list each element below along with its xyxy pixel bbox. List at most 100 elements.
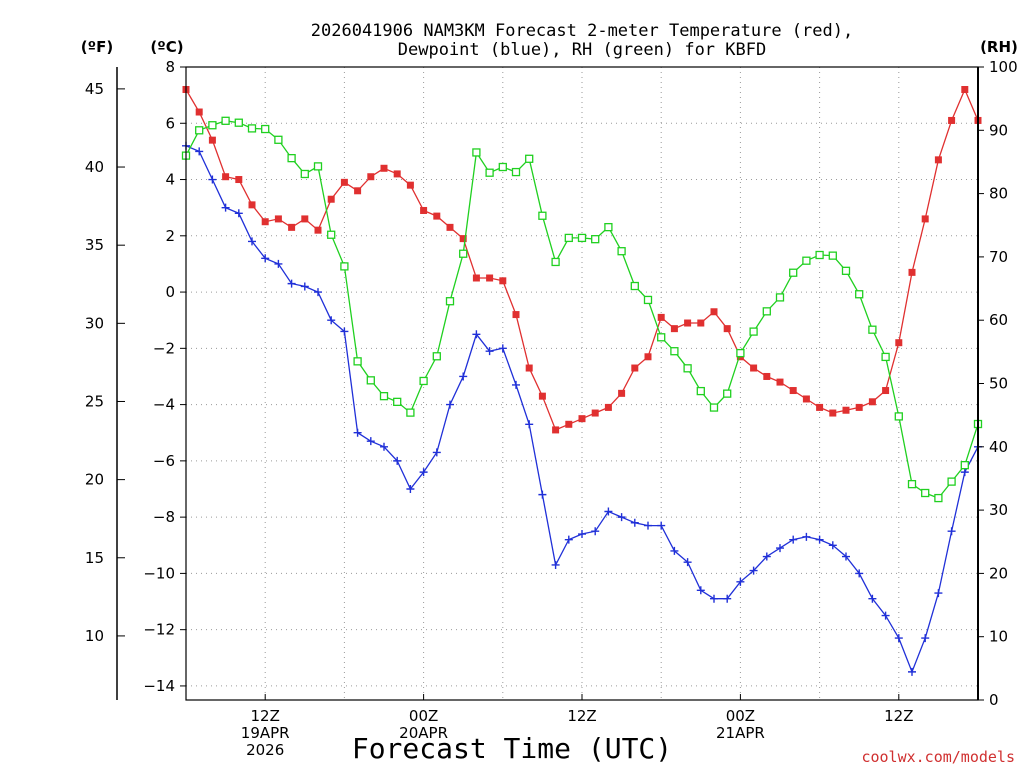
temperature-point xyxy=(934,156,942,164)
rh-tick-label: 90 xyxy=(989,121,1008,139)
rh-tick-label: 70 xyxy=(989,248,1008,266)
dewpoint-point xyxy=(472,330,481,339)
temperature-line xyxy=(185,87,979,431)
temperature-point xyxy=(789,387,797,395)
temperature-point xyxy=(816,403,824,411)
temperature-point xyxy=(604,403,612,411)
rh-tick-label: 0 xyxy=(989,691,999,709)
series-dewpoint xyxy=(182,141,982,676)
temperature-point xyxy=(697,319,705,327)
rh-point xyxy=(577,233,587,243)
x-axis-label: Forecast Time (UTC) xyxy=(352,732,672,765)
chart-title-line2: Dewpoint (blue), RH (green) for KBFD xyxy=(398,40,766,60)
rh-point xyxy=(894,412,903,421)
x-tick-label: 12Z xyxy=(251,707,280,725)
rh-point xyxy=(247,124,257,133)
dewpoint-point xyxy=(261,254,270,263)
rh-tick-label: 60 xyxy=(989,311,1008,329)
rh-point xyxy=(274,135,283,144)
rh-point xyxy=(670,347,679,356)
dewpoint-point xyxy=(591,527,600,536)
grid-layer xyxy=(186,67,978,700)
fahrenheit-tick-label: 35 xyxy=(85,236,104,254)
rh-point xyxy=(591,235,600,244)
fahrenheit-tick-label: 15 xyxy=(85,549,104,567)
temperature-point xyxy=(538,392,546,400)
temperature-point xyxy=(829,409,837,417)
temperature-point xyxy=(288,223,296,231)
dewpoint-point xyxy=(855,569,864,578)
rh-point xyxy=(419,376,428,386)
celsius-tick-label: 4 xyxy=(165,171,175,189)
dewpoint-point xyxy=(947,527,956,536)
chart-title-line1: 2026041906 NAM3KM Forecast 2-meter Tempe… xyxy=(311,21,853,41)
temperature-point xyxy=(327,195,335,203)
rh-point xyxy=(313,162,323,171)
rh-point xyxy=(472,148,481,157)
temperature-point xyxy=(406,181,414,189)
temperature-point xyxy=(222,173,230,181)
rh-point xyxy=(366,376,375,385)
rh-point xyxy=(643,295,653,305)
rh-point xyxy=(195,126,204,135)
temperature-point xyxy=(235,176,243,184)
rh-point xyxy=(723,389,732,398)
series-temperature xyxy=(182,86,982,434)
fahrenheit-tick-label: 25 xyxy=(85,392,104,410)
celsius-tick-label: 6 xyxy=(165,114,175,132)
dewpoint-point xyxy=(234,209,243,218)
dewpoint-point xyxy=(221,203,230,212)
rh-tick-label: 40 xyxy=(989,438,1008,456)
celsius-tick-label: −12 xyxy=(143,621,175,639)
dewpoint-point xyxy=(960,468,969,477)
temperature-point xyxy=(380,164,388,172)
dewpoint-point xyxy=(762,552,771,561)
dewpoint-point xyxy=(921,634,930,643)
rh-point xyxy=(234,118,243,127)
rh-point xyxy=(525,154,534,163)
rh-point xyxy=(445,297,455,306)
temperature-point xyxy=(433,212,441,220)
celsius-tick-label: −10 xyxy=(143,564,175,582)
rh-point xyxy=(604,222,613,232)
temperature-point xyxy=(367,173,375,181)
dewpoint-point xyxy=(815,535,824,544)
dewpoint-point xyxy=(525,420,534,429)
rh-tick-label: 50 xyxy=(989,375,1008,393)
dewpoint-point xyxy=(446,400,454,409)
dewpoint-point xyxy=(894,634,903,643)
x-tick-label: 2026 xyxy=(246,741,284,759)
x-tick-label: 21APR xyxy=(716,724,765,742)
rh-point xyxy=(630,281,639,291)
temperature-point xyxy=(776,378,784,386)
dewpoint-point xyxy=(538,490,547,499)
rh-point xyxy=(300,169,309,179)
dewpoint-point xyxy=(274,259,283,268)
temperature-point xyxy=(446,223,454,231)
dewpoint-point xyxy=(736,577,745,586)
temperature-point xyxy=(842,406,850,414)
temperature-point xyxy=(763,372,771,380)
rh-point xyxy=(815,250,824,260)
temperature-point xyxy=(591,409,599,417)
rh-point xyxy=(802,256,811,265)
temperature-point xyxy=(301,215,309,223)
rh-tick-label: 30 xyxy=(989,501,1008,519)
dewpoint-point xyxy=(776,544,784,553)
fahrenheit-tick-label: 40 xyxy=(85,158,104,176)
x-tick-label: 00Z xyxy=(726,707,755,725)
celsius-tick-label: −8 xyxy=(153,508,175,526)
dewpoint-point xyxy=(908,667,916,676)
rh-point xyxy=(907,479,917,489)
temperature-point xyxy=(420,206,428,214)
dewpoint-point xyxy=(406,485,415,493)
rh-point xyxy=(353,357,362,366)
dewpoint-point xyxy=(578,530,586,539)
celsius-tick-label: 8 xyxy=(165,58,175,76)
temperature-point xyxy=(195,108,203,116)
temperature-point xyxy=(882,387,890,395)
temperature-point xyxy=(868,398,876,406)
dewpoint-point xyxy=(419,468,428,477)
rh-point xyxy=(432,352,441,361)
plot-frame xyxy=(185,66,979,701)
